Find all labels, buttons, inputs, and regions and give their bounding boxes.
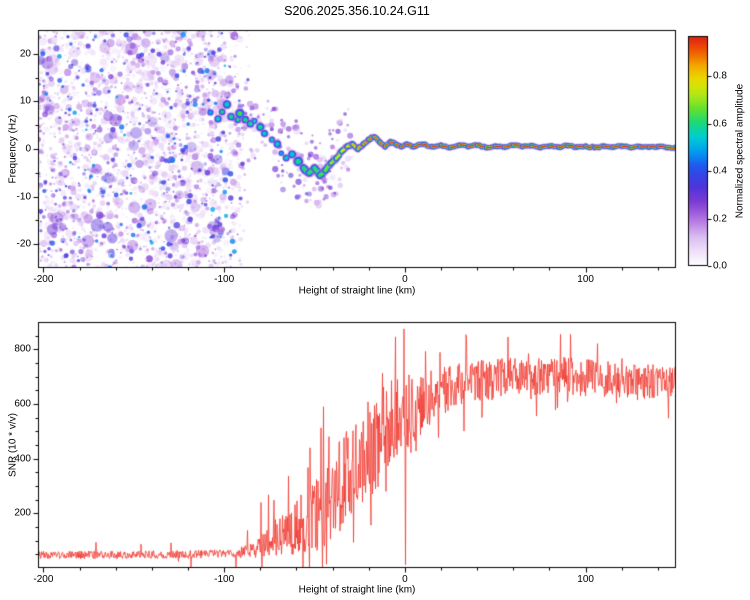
tick-label: 0: [25, 143, 31, 155]
tick-label: 0.6: [713, 118, 727, 130]
tick-label: 0: [402, 574, 408, 585]
tick-label: 0.2: [713, 213, 727, 225]
tick-label: 20: [19, 48, 31, 60]
tick-label: 100: [577, 274, 594, 285]
colorbar-label: Normalized spectral amplitude: [734, 83, 746, 219]
tick-label: 0: [402, 274, 408, 285]
tick-label: 400: [14, 453, 31, 465]
tick-label: -100: [214, 274, 235, 285]
spectrogram-x-axis-label: Height of straight line (km): [298, 285, 416, 297]
tick-label: 200: [14, 507, 31, 519]
tick-label: 0.4: [713, 165, 727, 177]
tick-label: -100: [214, 574, 235, 585]
figure-title: S206.2025.356.10.24.G11: [284, 4, 430, 18]
snr-y-axis-label: SNR (10 * v/v): [7, 413, 19, 477]
tick-label: -200: [33, 574, 54, 585]
tick-label: 10: [19, 95, 31, 107]
tick-label: -200: [33, 274, 54, 285]
spectrogram-y-axis-label: Frequency (Hz): [7, 114, 19, 184]
tick-label: 600: [14, 398, 31, 410]
tick-label: 0.8: [713, 70, 727, 82]
tick-label: 100: [577, 574, 594, 585]
tick-label: -10: [16, 191, 31, 203]
tick-label: 800: [14, 343, 31, 355]
snr-x-axis-label: Height of straight line (km): [298, 584, 416, 596]
tick-label: -20: [16, 238, 31, 250]
tick-label: 0.0: [713, 260, 727, 272]
